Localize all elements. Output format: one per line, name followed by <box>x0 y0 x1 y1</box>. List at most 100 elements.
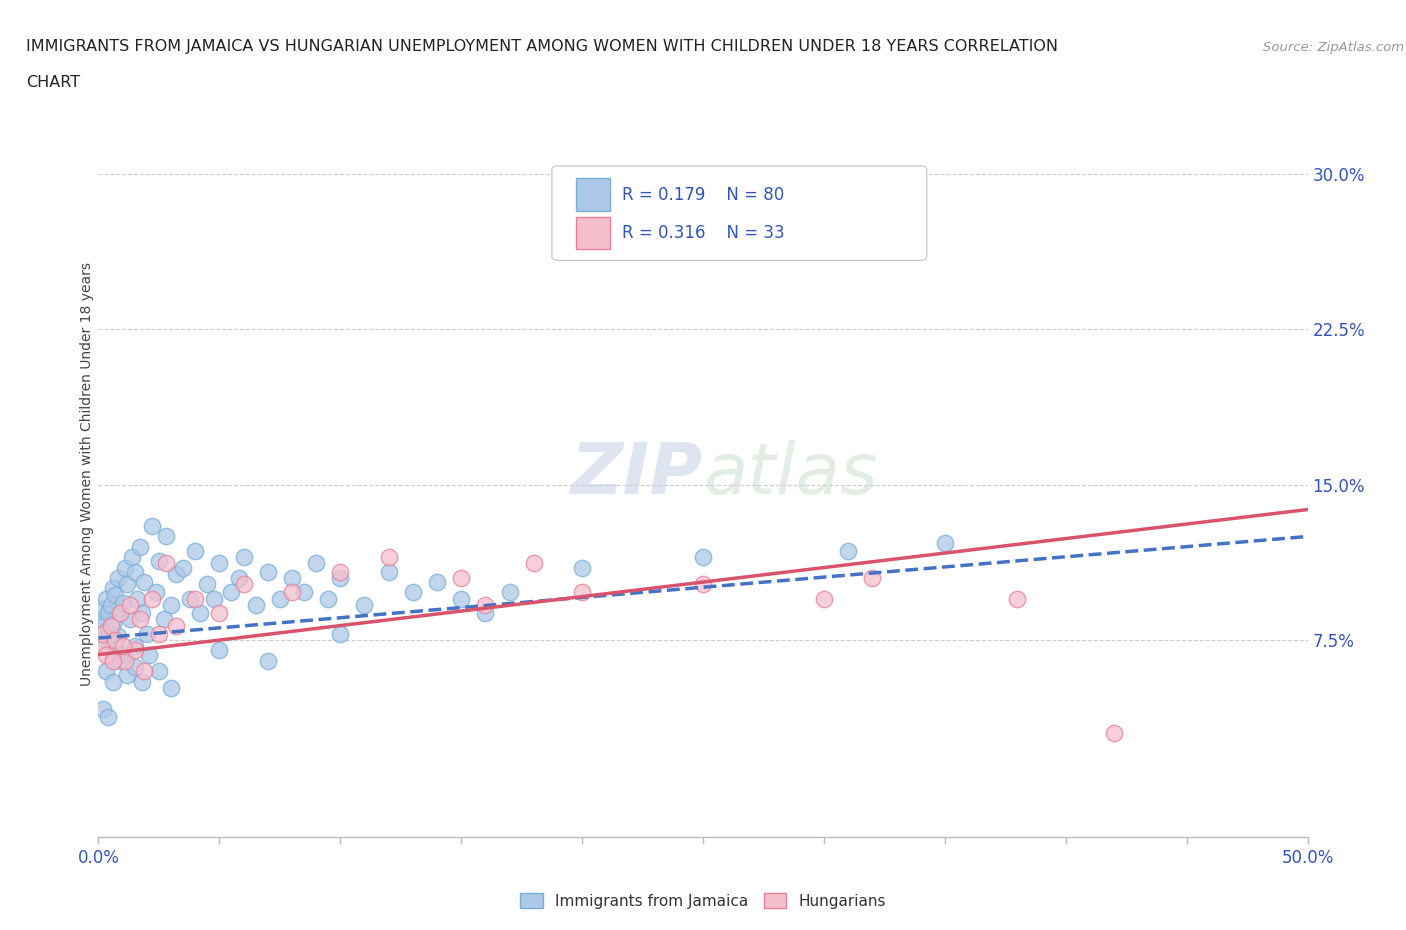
Point <box>91 627 114 642</box>
Point <box>128 612 150 627</box>
Point <box>329 565 352 579</box>
Point <box>100 618 122 633</box>
Point <box>353 597 375 612</box>
Point <box>135 627 157 642</box>
Point <box>402 585 425 600</box>
Point <box>134 664 156 679</box>
Point <box>221 585 243 600</box>
Point <box>107 629 129 644</box>
Point <box>104 587 127 602</box>
Point <box>148 554 170 569</box>
Point <box>860 570 883 585</box>
Point <box>91 618 114 633</box>
Point <box>184 591 207 606</box>
Point <box>91 602 114 617</box>
Point <box>208 643 231 658</box>
Point <box>101 674 124 689</box>
Point <box>124 659 146 674</box>
Point <box>152 612 174 627</box>
Y-axis label: Unemployment Among Women with Children Under 18 years: Unemployment Among Women with Children U… <box>80 262 94 686</box>
Point <box>100 643 122 658</box>
Point <box>208 605 231 620</box>
Point <box>813 591 835 606</box>
Point <box>114 654 136 669</box>
Point <box>127 591 149 606</box>
Point <box>571 585 593 600</box>
Point <box>121 550 143 565</box>
Point <box>111 639 134 654</box>
Point <box>837 543 859 558</box>
Point <box>128 539 150 554</box>
Point <box>94 632 117 647</box>
Point <box>134 575 156 590</box>
Legend: Immigrants from Jamaica, Hungarians: Immigrants from Jamaica, Hungarians <box>512 885 894 916</box>
Point <box>160 681 183 696</box>
Point <box>305 556 328 571</box>
Point <box>316 591 339 606</box>
Text: CHART: CHART <box>25 74 80 90</box>
Point <box>114 560 136 575</box>
Point <box>97 710 120 724</box>
Point <box>1102 726 1125 741</box>
Text: IMMIGRANTS FROM JAMAICA VS HUNGARIAN UNEMPLOYMENT AMONG WOMEN WITH CHILDREN UNDE: IMMIGRANTS FROM JAMAICA VS HUNGARIAN UNE… <box>25 38 1057 54</box>
Point <box>111 647 134 662</box>
Point <box>94 664 117 679</box>
Point <box>138 647 160 662</box>
Point <box>108 605 131 620</box>
Point <box>1007 591 1029 606</box>
Point <box>141 519 163 534</box>
Point <box>934 536 956 551</box>
Point <box>148 664 170 679</box>
Point <box>97 605 120 620</box>
Point <box>124 643 146 658</box>
Point <box>107 570 129 585</box>
Point <box>108 605 131 620</box>
Point <box>97 622 120 637</box>
Point <box>571 560 593 575</box>
Point <box>269 591 291 606</box>
Point <box>124 565 146 579</box>
Point <box>91 701 114 716</box>
Point <box>498 585 520 600</box>
Point <box>256 654 278 669</box>
Point <box>160 597 183 612</box>
Point <box>281 585 304 600</box>
Point <box>692 550 714 565</box>
Point <box>195 577 218 591</box>
FancyBboxPatch shape <box>576 179 610 211</box>
Point <box>256 565 278 579</box>
Point <box>184 543 207 558</box>
Point <box>90 627 112 642</box>
Point <box>117 577 139 591</box>
Text: R = 0.316    N = 33: R = 0.316 N = 33 <box>621 224 785 243</box>
Point <box>155 556 177 571</box>
Point <box>232 550 254 565</box>
Point <box>619 219 641 233</box>
Point <box>692 577 714 591</box>
Point <box>94 647 117 662</box>
Point <box>281 570 304 585</box>
Point <box>131 674 153 689</box>
Point <box>523 556 546 571</box>
Point <box>131 605 153 620</box>
FancyBboxPatch shape <box>576 217 610 249</box>
Point <box>94 591 117 606</box>
Text: ZIP: ZIP <box>571 440 703 509</box>
Point <box>377 565 399 579</box>
Point <box>124 639 146 654</box>
Point <box>329 627 352 642</box>
Point <box>141 591 163 606</box>
Point <box>111 595 134 610</box>
Point <box>377 550 399 565</box>
Point <box>118 612 141 627</box>
Point <box>90 639 112 654</box>
Point <box>172 560 194 575</box>
Point <box>145 585 167 600</box>
Point <box>108 654 131 669</box>
Point <box>208 556 231 571</box>
Point <box>204 591 226 606</box>
Point <box>474 605 496 620</box>
Point <box>101 654 124 669</box>
Point <box>104 637 127 652</box>
Point <box>148 627 170 642</box>
